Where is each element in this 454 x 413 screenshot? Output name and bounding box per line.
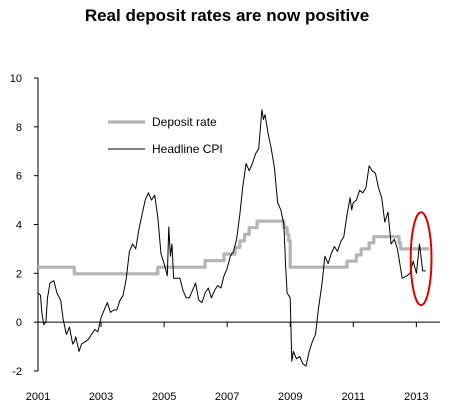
y-tick-label: 2 [16,268,22,280]
chart-title: Real deposit rates are now positive [84,6,370,25]
y-tick-label: 0 [16,317,22,329]
legend: Deposit rate Headline CPI [108,115,223,156]
series-layer [37,109,429,367]
y-tick-label: 10 [10,73,22,85]
legend-label: Deposit rate [152,115,217,129]
y-tick-label: 6 [16,171,22,183]
x-tick-label: 2009 [278,391,302,403]
x-tick-label: 2011 [341,391,365,403]
y-tick-label: 4 [16,220,22,232]
y-tick-label: 8 [16,122,22,134]
axes: -2 0 2 4 6 8 10 2001 2003 2005 2007 2009 2011 2013 [10,73,440,403]
headline-cpi-series-line [37,109,426,367]
legend-label: Headline CPI [152,142,223,156]
y-tick-label: -2 [12,366,22,378]
annotation-layer [409,211,433,307]
deposit-rate-series-line [38,219,429,276]
x-tick-label: 2007 [215,391,239,403]
x-tick-label: 2003 [89,391,113,403]
x-tick-label: 2005 [152,391,176,403]
x-tick-label: 2013 [404,391,428,403]
x-tick-label: 2001 [26,391,50,403]
highlight-ellipse [409,211,433,307]
